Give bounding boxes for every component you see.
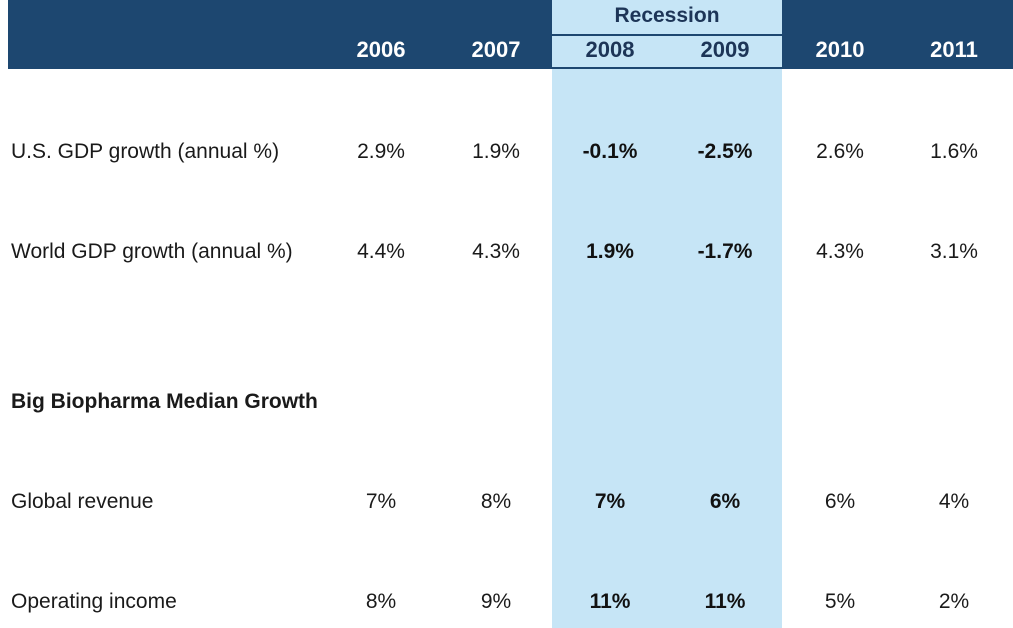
table-cell: 1.6% bbox=[930, 140, 978, 163]
table-cell: 3.1% bbox=[930, 240, 978, 263]
recession-label: Recession bbox=[614, 4, 720, 27]
table-cell: 2% bbox=[938, 590, 970, 613]
table-cell: 6% bbox=[709, 490, 741, 513]
table-cell: 5% bbox=[824, 590, 856, 613]
recession-highlight bbox=[552, 0, 782, 628]
table-cell: 7% bbox=[365, 490, 397, 513]
row-label: U.S. GDP growth (annual %) bbox=[11, 140, 280, 163]
table-cell: 2.9% bbox=[357, 140, 405, 163]
header-bar bbox=[8, 0, 1013, 69]
column-header-2011: 2011 bbox=[930, 37, 978, 62]
column-header-2009: 2009 bbox=[700, 37, 750, 62]
row-label: Global revenue bbox=[11, 490, 154, 513]
table-cell: 4% bbox=[938, 490, 970, 513]
recession-header-border bbox=[552, 67, 782, 69]
table-cell: 11% bbox=[589, 590, 631, 613]
row-label: Operating income bbox=[11, 590, 177, 613]
table-cell: 4.4% bbox=[357, 240, 405, 263]
table-cell: 8% bbox=[365, 590, 397, 613]
column-header-2010: 2010 bbox=[815, 37, 865, 62]
table-cell: -0.1% bbox=[582, 140, 638, 163]
table-cell: 4.3% bbox=[472, 240, 520, 263]
column-header-2007: 2007 bbox=[471, 37, 521, 62]
table-cell: 4.3% bbox=[816, 240, 864, 263]
table-cell: 2.6% bbox=[816, 140, 864, 163]
recession-divider bbox=[552, 34, 782, 36]
table-cell: 8% bbox=[480, 490, 512, 513]
section-label: Big Biopharma Median Growth bbox=[11, 390, 318, 413]
table-cell: 11% bbox=[704, 590, 746, 613]
table-cell: 1.9% bbox=[586, 240, 634, 263]
table-cell: 6% bbox=[824, 490, 856, 513]
column-header-2008: 2008 bbox=[585, 37, 635, 62]
column-header-2006: 2006 bbox=[356, 37, 406, 62]
table-cell: 7% bbox=[594, 490, 626, 513]
table-cell: 9% bbox=[480, 590, 512, 613]
row-label: World GDP growth (annual %) bbox=[11, 240, 293, 263]
table-cell: -2.5% bbox=[697, 140, 753, 163]
table-cell: 1.9% bbox=[472, 140, 520, 163]
table-cell: -1.7% bbox=[697, 240, 753, 263]
